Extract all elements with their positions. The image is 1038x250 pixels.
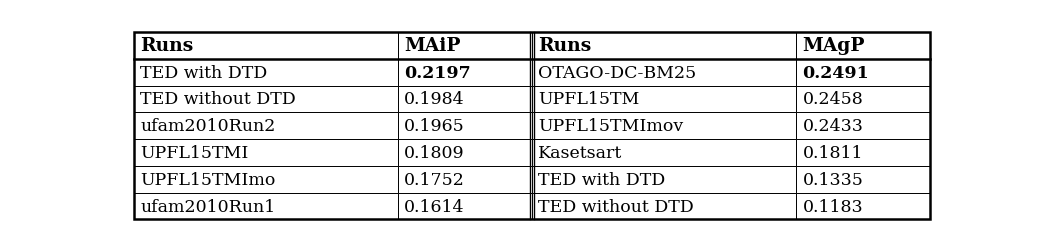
Text: UPFL15TMImo: UPFL15TMImo [140,171,275,188]
Bar [532,140,796,166]
Text: Runs: Runs [140,37,193,55]
Text: 0.2491: 0.2491 [802,64,869,81]
Bar [796,60,930,86]
Bar [398,193,532,220]
Bar [796,113,930,140]
Bar [532,33,796,60]
Bar [398,86,532,113]
Text: 0.2433: 0.2433 [802,118,864,135]
Bar [134,140,398,166]
Text: ufam2010Run1: ufam2010Run1 [140,198,275,215]
Text: 0.1809: 0.1809 [404,144,465,162]
Text: 0.2458: 0.2458 [802,91,864,108]
Bar [796,86,930,113]
Text: 0.1614: 0.1614 [404,198,465,215]
Bar [796,33,930,60]
Text: 0.1752: 0.1752 [404,171,465,188]
Bar [398,140,532,166]
Text: 0.1335: 0.1335 [802,171,864,188]
Text: 0.1984: 0.1984 [404,91,465,108]
Bar [532,113,796,140]
Bar [398,60,532,86]
Text: TED with DTD: TED with DTD [140,64,268,81]
Text: MAiP: MAiP [404,37,461,55]
Bar [134,60,398,86]
Text: 0.2197: 0.2197 [404,64,471,81]
Text: ufam2010Run2: ufam2010Run2 [140,118,275,135]
Text: MAgP: MAgP [802,37,865,55]
Text: 0.1965: 0.1965 [404,118,465,135]
Text: Runs: Runs [539,37,592,55]
Bar [532,166,796,193]
Text: UPFL15TMI: UPFL15TMI [140,144,248,162]
Bar [398,33,532,60]
Bar [134,86,398,113]
Text: 0.1811: 0.1811 [802,144,863,162]
Text: UPFL15TM: UPFL15TM [539,91,639,108]
Text: UPFL15TMImov: UPFL15TMImov [539,118,684,135]
Bar [134,193,398,220]
Bar [796,140,930,166]
Bar [796,166,930,193]
Bar [532,60,796,86]
Text: 0.1183: 0.1183 [802,198,864,215]
Bar [134,113,398,140]
Bar [398,113,532,140]
Bar [532,193,796,220]
Bar [532,86,796,113]
Bar [134,166,398,193]
Text: Kasetsart: Kasetsart [539,144,623,162]
Text: OTAGO-DC-BM25: OTAGO-DC-BM25 [539,64,696,81]
Bar [796,193,930,220]
Text: TED without DTD: TED without DTD [140,91,296,108]
Text: TED without DTD: TED without DTD [539,198,694,215]
Text: TED with DTD: TED with DTD [539,171,665,188]
Bar [134,33,398,60]
Bar [398,166,532,193]
